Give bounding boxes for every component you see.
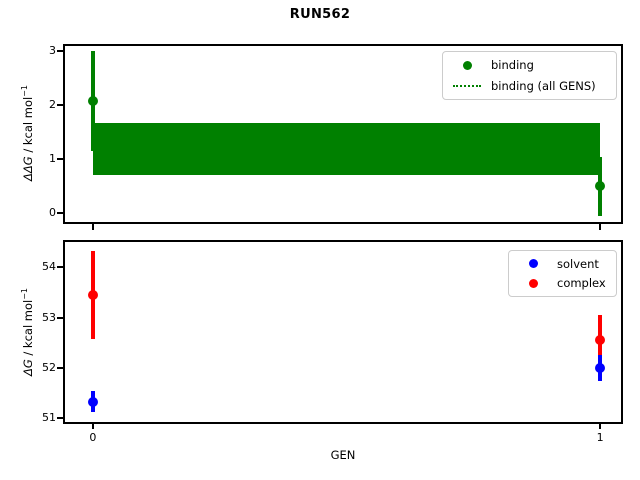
binding-point [87, 96, 98, 107]
complex-point [87, 289, 98, 300]
complex-point [595, 335, 606, 346]
top-x-tick [599, 224, 602, 230]
bottom-y-tick-label: 52 [42, 361, 56, 375]
x-axis-label: GEN [330, 448, 356, 462]
bottom-y-tick [57, 367, 63, 370]
solvent-point [595, 363, 606, 374]
top-y-tick-label: 3 [49, 44, 56, 58]
bottom-x-tick [599, 423, 602, 429]
x-tick-label: 0 [89, 431, 97, 444]
bottom-y-tick [57, 417, 63, 420]
top-plot-axes [63, 44, 623, 224]
complex-dot-icon [517, 278, 549, 288]
binding-dot-icon [451, 60, 483, 70]
bottom-y-tick-label: 53 [42, 310, 56, 324]
figure-title: RUN562 [289, 7, 351, 22]
legend-item-binding: binding [451, 55, 610, 76]
top-y-tick [57, 50, 63, 53]
delta-delta-g-symbol: ΔΔG [20, 156, 35, 181]
bottom-plot-axes [63, 240, 623, 424]
bottom-x-tick [91, 423, 94, 429]
top-y-tick-label: 0 [49, 206, 56, 220]
bottom-y-tick [57, 266, 63, 269]
binding-point [595, 181, 606, 192]
top-y-tick-label: 2 [49, 98, 56, 112]
bottom-y-tick-label: 54 [42, 260, 56, 274]
legend-item-binding-all-gens: binding (all GENS) [451, 76, 610, 97]
bottom-plot-legend: solvent complex [508, 250, 617, 297]
top-x-tick [91, 224, 94, 230]
solvent-dot-icon [517, 259, 549, 269]
top-y-tick-label: 1 [49, 152, 56, 166]
solvent-point [87, 396, 98, 407]
top-y-tick [57, 212, 63, 215]
legend-item-complex: complex [517, 274, 610, 294]
dotted-line-icon [451, 84, 483, 87]
legend-item-solvent: solvent [517, 254, 610, 274]
top-y-axis-label: ΔΔG / kcal mol−1 [20, 85, 35, 181]
top-plot-legend: binding binding (all GENS) [442, 51, 617, 100]
x-tick-label: 1 [596, 431, 604, 444]
delta-g-symbol: ΔG [20, 359, 35, 377]
top-y-tick [57, 158, 63, 161]
top-y-tick [57, 104, 63, 107]
binding-all-gens--line [92, 148, 601, 151]
bottom-y-tick [57, 316, 63, 319]
bottom-y-tick-label: 51 [42, 411, 56, 425]
bottom-y-axis-label: ΔG / kcal mol−1 [20, 287, 35, 377]
